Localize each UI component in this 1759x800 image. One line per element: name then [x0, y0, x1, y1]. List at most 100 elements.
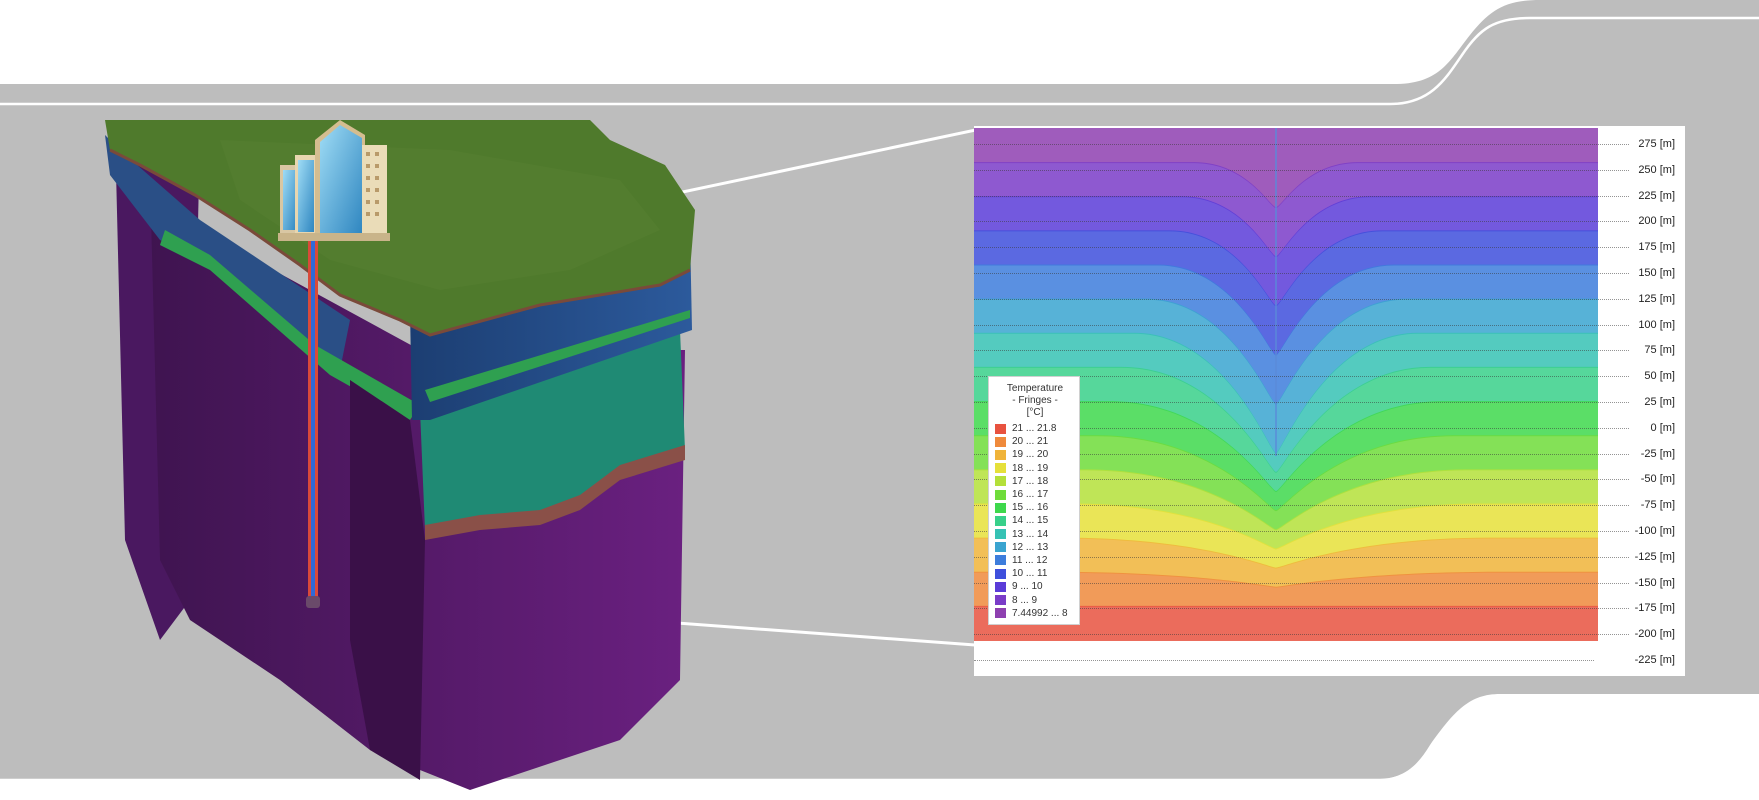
- left-wall-blue: [105, 135, 350, 370]
- legend-title: Temperature - Fringes - [°C]: [995, 383, 1075, 419]
- depth-gridline: [974, 505, 1629, 507]
- legend-swatch: [995, 542, 1006, 553]
- fringe-band: [974, 230, 1598, 356]
- temperature-legend: Temperature - Fringes - [°C] 21 ... 21.8…: [988, 376, 1080, 625]
- legend-label: 17 ... 18: [1012, 475, 1049, 487]
- legend-swatch: [995, 489, 1006, 500]
- terrain-edge: [109, 148, 691, 337]
- legend-item: 11 ... 12: [995, 554, 1075, 567]
- legend-swatch: [995, 449, 1006, 460]
- legend-label: 12 ... 13: [1012, 541, 1049, 553]
- legend-item: 20 ... 21: [995, 435, 1075, 448]
- legend-title-line2: - Fringes -: [1012, 395, 1058, 406]
- legend-swatch: [995, 436, 1006, 447]
- depth-label: 250 [m]: [1638, 163, 1675, 176]
- frame-band-bottom-right: [1420, 720, 1759, 797]
- borehole-inner-tube: [311, 240, 315, 600]
- building-icon: [278, 120, 390, 241]
- legend-label: 7.44992 ... 8: [1012, 607, 1068, 619]
- fringe-band: [974, 469, 1598, 550]
- depth-label: 75 [m]: [1644, 344, 1675, 357]
- legend-swatch: [995, 463, 1006, 474]
- depth-gridline: [974, 453, 1629, 455]
- geological-block-model: [105, 120, 695, 790]
- depth-gridline: [974, 660, 1594, 661]
- depth-label: 200 [m]: [1638, 215, 1675, 228]
- legend-swatch: [995, 568, 1006, 579]
- depth-gridline: [974, 221, 1629, 223]
- depth-label: 225 [m]: [1638, 189, 1675, 202]
- depth-label: -200 [m]: [1634, 628, 1675, 641]
- legend-item: 12 ... 13: [995, 541, 1075, 554]
- fringe-band: [974, 196, 1598, 307]
- depth-gridline: [974, 298, 1629, 300]
- legend-label: 11 ... 12: [1012, 554, 1048, 566]
- depth-label: 175 [m]: [1638, 241, 1675, 254]
- depth-label: -100 [m]: [1634, 525, 1675, 537]
- fringe-band: [974, 503, 1598, 569]
- frame-line-top: [0, 16, 1759, 106]
- depth-gridline: [974, 144, 1629, 145]
- depth-gridline: [974, 195, 1629, 197]
- legend-item: 8 ... 9: [995, 593, 1075, 606]
- legend-label: 19 ... 20: [1012, 449, 1049, 461]
- depth-gridline: [974, 608, 1629, 610]
- legend-item: 10 ... 11: [995, 567, 1075, 580]
- purple-layer-dark-facet: [350, 380, 425, 780]
- depth-gridline: [974, 169, 1629, 171]
- legend-swatch: [995, 502, 1006, 513]
- depth-label: 150 [m]: [1638, 267, 1675, 279]
- legend-label: 15 ... 16: [1012, 502, 1049, 514]
- depth-gridline: [974, 634, 1629, 636]
- legend-item: 18 ... 19: [995, 462, 1075, 475]
- depth-gridline: [974, 247, 1629, 249]
- legend-item: 15 ... 16: [995, 501, 1075, 514]
- depth-label: 25 [m]: [1644, 396, 1675, 408]
- legend-swatch: [995, 423, 1006, 434]
- teal-layer-front: [420, 330, 685, 530]
- legend-swatch: [995, 581, 1006, 592]
- depth-label: -225 [m]: [1634, 654, 1675, 666]
- legend-label: 16 ... 17: [1012, 489, 1049, 501]
- fringe-band: [974, 366, 1598, 493]
- depth-gridline: [974, 273, 1629, 274]
- depth-label: -125 [m]: [1634, 550, 1675, 563]
- legend-item: 7.44992 ... 8: [995, 607, 1075, 620]
- depth-gridline: [974, 402, 1629, 403]
- fringe-band: [974, 537, 1598, 588]
- legend-title-line1: Temperature: [1006, 383, 1064, 394]
- temperature-cross-section-panel: 275 [m] 250 [m] 225 [m] 200 [m] 175 [m] 150 […: [974, 126, 1685, 676]
- depth-gridline: [974, 479, 1629, 481]
- fringe-band: [974, 605, 1598, 641]
- depth-label: 100 [m]: [1638, 318, 1675, 331]
- depth-gridline: [974, 350, 1629, 352]
- depth-label: -150 [m]: [1634, 576, 1675, 589]
- frame-line-bottom: [0, 698, 1759, 782]
- legend-item: 16 ... 17: [995, 488, 1075, 501]
- fringe-band: [974, 571, 1598, 607]
- legend-item: 14 ... 15: [995, 514, 1075, 527]
- depth-label: 275 [m]: [1638, 138, 1675, 150]
- depth-label: 0 [m]: [1650, 421, 1675, 434]
- legend-label: 8 ... 9: [1012, 594, 1038, 606]
- legend-title-line3: [°C]: [1026, 407, 1044, 418]
- brown-interface: [425, 445, 685, 540]
- legend-swatch: [995, 529, 1006, 540]
- left-wall-green-band: [160, 230, 420, 420]
- depth-gridline: [974, 324, 1629, 326]
- fringe-band: [974, 435, 1598, 531]
- legend-swatch: [995, 595, 1006, 606]
- legend-swatch: [995, 476, 1006, 487]
- legend-items: 21 ... 21.8 20 ... 21 19 ... 20 18 ... 19 17…: [995, 422, 1075, 620]
- depth-label: -50 [m]: [1640, 473, 1675, 486]
- legend-label: 14 ... 15: [1012, 515, 1049, 527]
- legend-swatch: [995, 608, 1006, 619]
- legend-swatch: [995, 555, 1006, 566]
- legend-label: 20 ... 21: [1012, 436, 1049, 448]
- fringe-band: [974, 162, 1598, 258]
- legend-item: 13 ... 14: [995, 528, 1075, 541]
- legend-label: 13 ... 14: [1012, 528, 1049, 540]
- temperature-fringe-plot: [974, 128, 1598, 641]
- depth-label: -175 [m]: [1634, 602, 1675, 615]
- legend-label: 21 ... 21.8: [1012, 423, 1057, 435]
